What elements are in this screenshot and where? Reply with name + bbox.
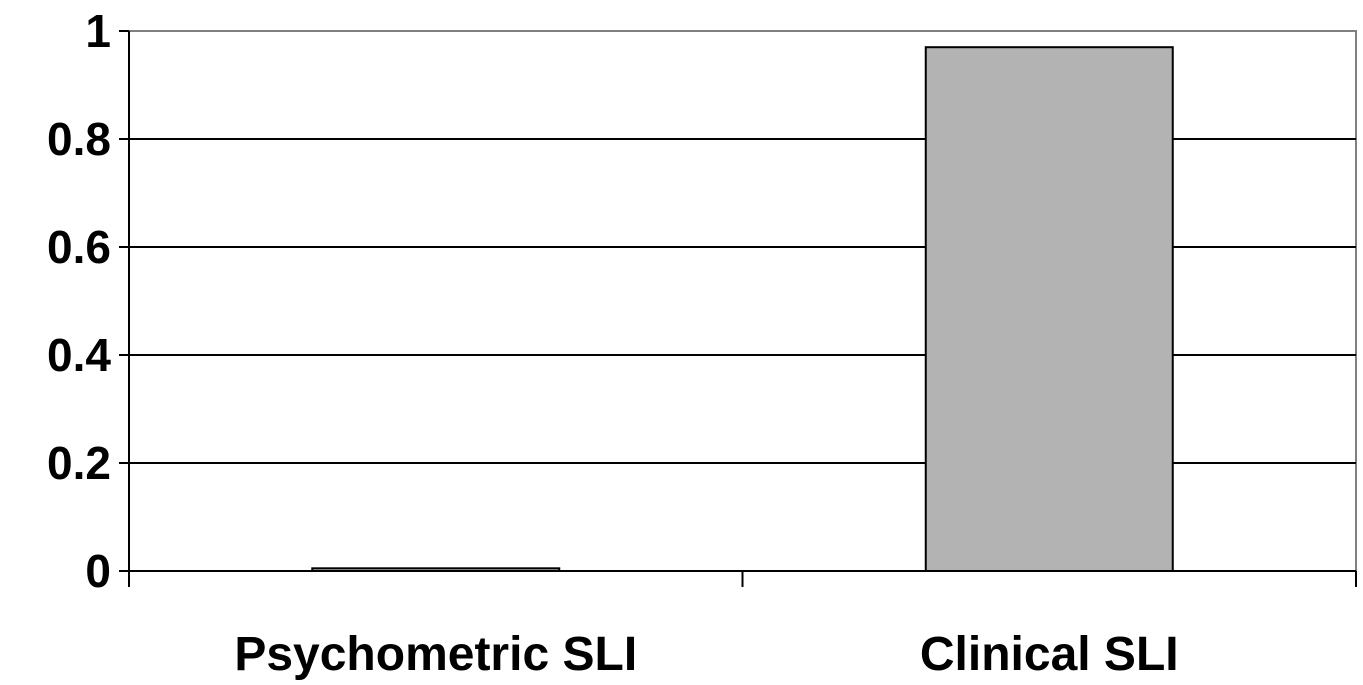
category-labels: Psychometric SLI Clinical SLI bbox=[234, 628, 1178, 681]
axes bbox=[119, 30, 1357, 587]
bar-1 bbox=[924, 46, 1174, 572]
bars bbox=[311, 46, 1174, 572]
category-label-1: Clinical SLI bbox=[920, 628, 1179, 681]
y-tick-label-5: 1 bbox=[85, 5, 111, 57]
y-tick-label-3: 0.6 bbox=[47, 221, 111, 273]
y-tick-labels: 0 0.2 0.4 0.6 0.8 1 bbox=[47, 5, 111, 597]
category-label-0: Psychometric SLI bbox=[234, 628, 637, 681]
y-tick-label-2: 0.4 bbox=[47, 329, 111, 381]
y-tick-label-1: 0.2 bbox=[47, 437, 111, 489]
y-tick-label-4: 0.8 bbox=[47, 113, 111, 165]
y-tick-label-0: 0 bbox=[85, 545, 111, 597]
